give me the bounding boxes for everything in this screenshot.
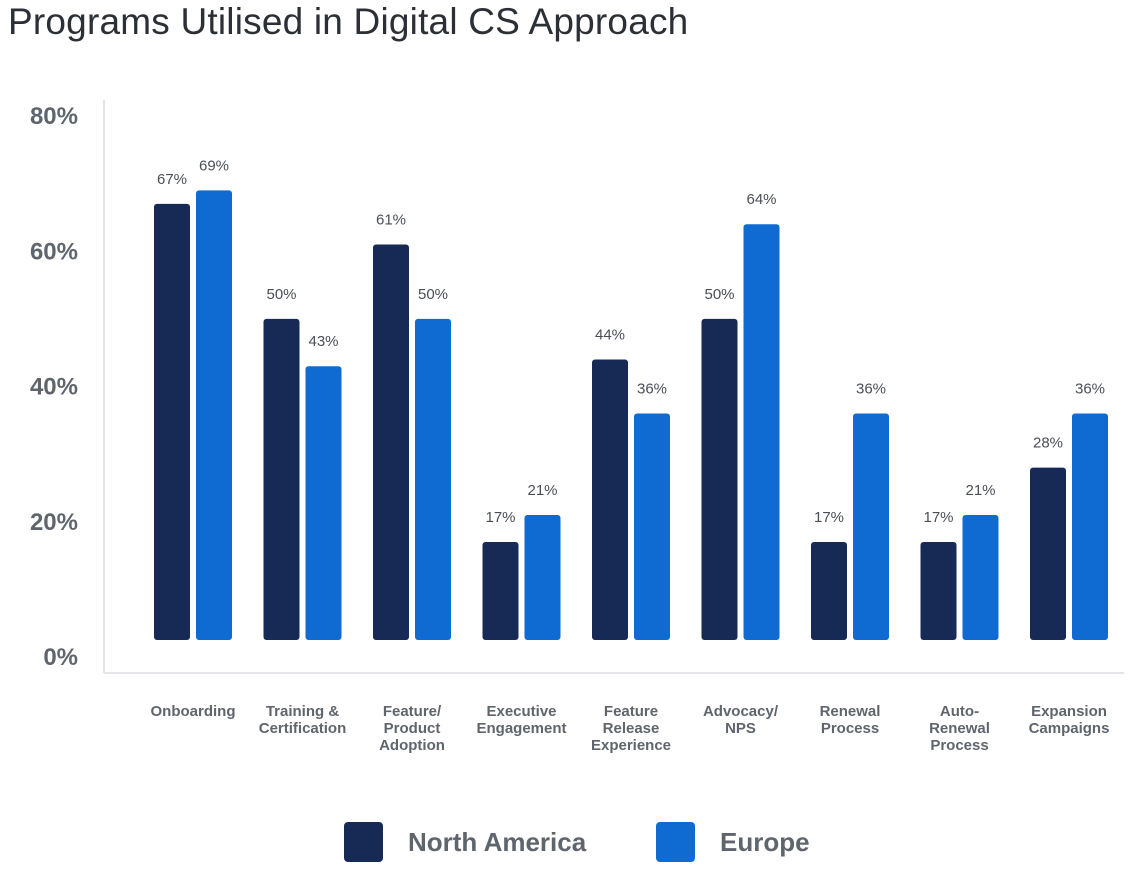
- bar-europe: [634, 413, 670, 640]
- data-label-north-america: 50%: [704, 286, 734, 303]
- data-label-europe: 69%: [199, 157, 229, 174]
- data-label-north-america: 17%: [485, 509, 515, 526]
- legend-swatch-europe: [656, 822, 695, 862]
- category-label: Advocacy/NPS: [703, 703, 779, 737]
- chart-title: Programs Utilised in Digital CS Approach: [8, 1, 689, 42]
- bar-north-america: [811, 542, 847, 640]
- y-tick-label: 20%: [30, 509, 78, 536]
- chart-axes: 0% 20% 40% 60% 80%: [30, 100, 1124, 674]
- bar-north-america: [701, 318, 738, 640]
- chart-bars: [154, 190, 1108, 641]
- data-label-europe: 50%: [418, 286, 448, 303]
- data-label-europe: 36%: [856, 381, 886, 398]
- y-tick-label: 40%: [30, 374, 78, 401]
- bar-north-america: [592, 359, 628, 640]
- bar-europe: [305, 366, 342, 640]
- legend-label-north-america: North America: [408, 827, 587, 857]
- category-label: Onboarding: [151, 703, 236, 720]
- bar-europe: [196, 190, 232, 640]
- bar-north-america: [920, 542, 957, 640]
- bar-europe: [743, 224, 780, 640]
- data-label-europe: 64%: [746, 191, 776, 208]
- data-label-europe: 21%: [527, 482, 557, 499]
- data-label-north-america: 17%: [814, 509, 844, 526]
- category-label: Feature/Product Adoption: [379, 703, 445, 754]
- chart-value-labels: 67% 69% 50% 43% 61% 50% 17% 21% 44% 36% 50% 64% 17% 3…: [157, 157, 1105, 526]
- bar-north-america: [373, 244, 409, 641]
- bar-north-america: [482, 542, 519, 640]
- bar-europe: [1072, 413, 1108, 640]
- data-label-europe: 21%: [965, 482, 995, 499]
- bar-north-america: [1030, 467, 1066, 640]
- bar-europe: [524, 514, 561, 640]
- data-label-north-america: 50%: [266, 286, 296, 303]
- y-tick-label: 60%: [30, 238, 78, 265]
- data-label-north-america: 61%: [376, 211, 406, 228]
- chart-category-labels: Onboarding Training & Certification Feature…: [151, 703, 1110, 754]
- category-label: Expansion Campaigns: [1029, 703, 1110, 737]
- data-label-europe: 36%: [1075, 381, 1105, 398]
- data-label-north-america: 17%: [923, 509, 953, 526]
- category-label: Auto-Renewal Process: [929, 703, 990, 754]
- bar-europe: [962, 514, 999, 640]
- bar-europe: [415, 318, 451, 640]
- data-label-north-america: 44%: [595, 326, 625, 343]
- data-label-north-america: 28%: [1033, 435, 1063, 452]
- legend-swatch-north-america: [344, 822, 383, 862]
- legend-label-europe: Europe: [720, 827, 810, 857]
- category-label: Training & Certification: [259, 703, 347, 737]
- category-label: Executive Engagement: [476, 703, 566, 737]
- bar-europe: [853, 413, 889, 640]
- data-label-europe: 36%: [637, 381, 667, 398]
- data-label-europe: 43%: [308, 333, 338, 350]
- data-label-north-america: 67%: [157, 171, 187, 188]
- y-tick-label: 80%: [30, 103, 78, 130]
- y-tick-label: 0%: [43, 644, 78, 671]
- chart-legend: North America Europe: [344, 822, 810, 862]
- bar-north-america: [154, 203, 190, 640]
- category-label: Renewal Process: [820, 703, 881, 737]
- category-label: Feature Release Experience: [591, 703, 671, 754]
- bar-north-america: [263, 318, 300, 640]
